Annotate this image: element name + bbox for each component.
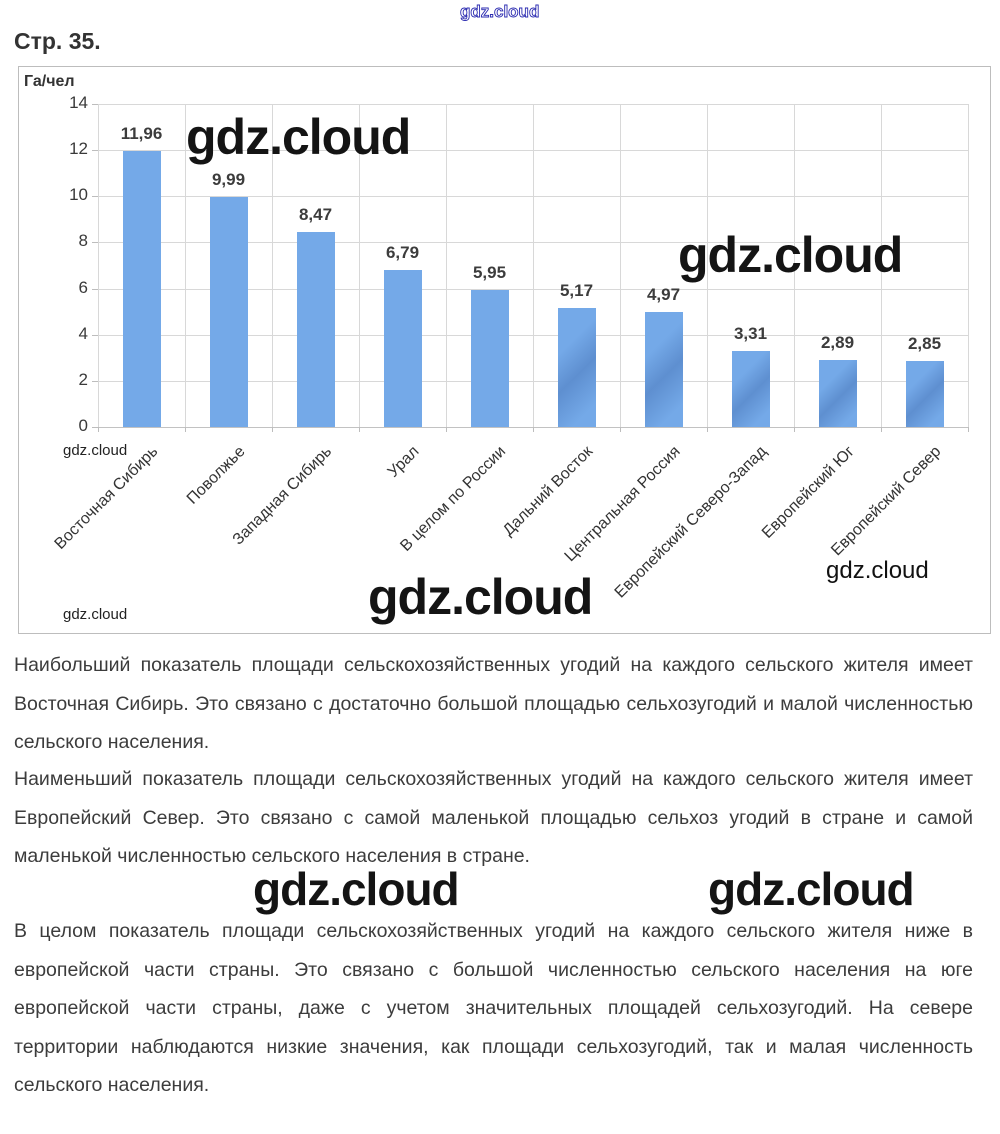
y-axis-tick: [92, 196, 98, 198]
answer-paragraph-3: В целом показатель площади сельскохозяйс…: [14, 920, 973, 1096]
gridline-vertical: [620, 104, 621, 427]
y-axis-tick-label: 14: [69, 93, 88, 112]
x-axis-tick: [794, 427, 795, 432]
watermark-chart-1: gdz.cloud: [186, 109, 411, 165]
gridline-vertical: [794, 104, 795, 427]
x-axis-tick: [98, 427, 99, 432]
page-title: Стр. 35.: [14, 28, 101, 54]
gridline-vertical: [272, 104, 273, 427]
bar-value-label: 2,89: [820, 333, 855, 352]
x-axis-tick: [881, 427, 882, 432]
bar-4: [383, 270, 422, 427]
watermark-chart-2: gdz.cloud: [678, 227, 903, 283]
y-axis-tick: [92, 380, 98, 382]
bar-value-label: 9,99: [211, 170, 246, 189]
x-axis-label: Европейский Юг: [758, 443, 858, 542]
bar-value-label: 5,95: [472, 263, 507, 282]
gridline-vertical: [533, 104, 534, 427]
watermark-medium: gdz.cloud: [826, 557, 929, 584]
gridline-vertical: [707, 104, 708, 427]
bar-7: [644, 312, 683, 427]
gridline-vertical: [446, 104, 447, 427]
bar-value-label: 11,96: [120, 124, 163, 143]
bar-value-label: 5,17: [559, 281, 594, 300]
watermark-chart-3: gdz.cloud: [368, 569, 593, 625]
bar-10: [905, 361, 944, 427]
bar-5: [470, 290, 509, 427]
bar-2: [209, 197, 248, 427]
answer-paragraph-1: Наибольший показатель площади сельскохоз…: [14, 654, 973, 753]
bar-8: [731, 351, 770, 427]
gridline-vertical: [881, 104, 882, 427]
y-axis-tick-label: 10: [69, 185, 88, 205]
y-axis-tick-label: 0: [78, 416, 88, 435]
bar-value-label: 6,79: [385, 243, 420, 262]
y-axis-tick-label: 12: [69, 139, 88, 159]
x-axis-label: Европейский Северо-Запад: [612, 443, 771, 602]
gridline-vertical: [185, 104, 186, 427]
watermark-top: gdz.cloud: [460, 2, 540, 22]
x-axis-tick: [272, 427, 273, 432]
y-axis-tick-label: 8: [78, 231, 88, 251]
bar-6: [557, 308, 596, 427]
watermark-body-2: gdz.cloud: [708, 863, 915, 915]
y-axis-tick: [92, 104, 98, 105]
x-axis-label: Поволжье: [183, 443, 249, 508]
gridline-vertical: [968, 104, 969, 427]
gridline-vertical: [359, 104, 360, 427]
y-axis-tick: [92, 242, 98, 244]
x-axis-tick: [707, 427, 708, 432]
watermark-chart-bottom: gdz.cloud: [63, 606, 128, 623]
bar-value-label: 3,31: [733, 324, 768, 343]
y-axis-tick-label: 4: [78, 323, 88, 343]
y-axis-tick-label: 2: [78, 369, 88, 389]
x-axis-label: Дальний Восток: [500, 443, 597, 540]
bar-1: [122, 151, 161, 427]
x-axis-tick: [446, 427, 447, 432]
bar-chart: Га/чел 0 2 4 6 8 10 12 14 11,96 Восточная Сибирь 9…: [18, 66, 991, 634]
answer-paragraph-2: Наименьший показатель площади сельскохоз…: [14, 768, 973, 867]
x-axis-label: Урал: [384, 443, 423, 481]
bar-3: [296, 232, 335, 427]
y-axis-tick: [92, 334, 98, 336]
bar-value-label: 2,85: [907, 334, 942, 353]
watermark-body-1: gdz.cloud: [253, 863, 460, 915]
bar-9: [818, 360, 857, 427]
y-axis-tick: [92, 427, 98, 428]
x-axis-label: Восточная Сибирь: [51, 443, 162, 553]
x-axis-tick: [185, 427, 186, 432]
x-axis-tick: [533, 427, 534, 432]
y-axis-tick-label: 6: [78, 277, 88, 297]
x-axis-tick: [620, 427, 621, 432]
bar-value-label: 4,97: [646, 285, 681, 304]
watermark-axis: gdz.cloud: [63, 442, 128, 459]
gridline-vertical: [98, 104, 99, 427]
y-axis-tick: [92, 150, 98, 152]
bar-value-label: 8,47: [298, 205, 333, 224]
y-axis-title: Га/чел: [24, 73, 75, 90]
y-axis-tick: [92, 288, 98, 290]
x-axis-tick: [359, 427, 360, 432]
x-axis-tick: [968, 427, 969, 432]
